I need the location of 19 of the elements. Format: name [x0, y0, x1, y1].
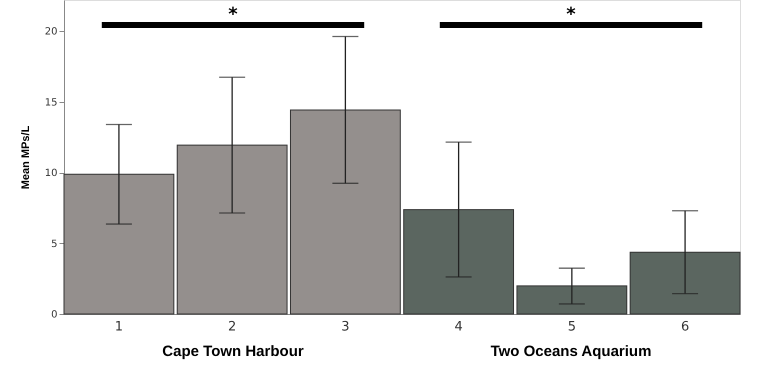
x-tick-label: 5	[568, 320, 576, 334]
x-tick-label: 6	[680, 320, 690, 334]
annotation: *	[228, 4, 238, 25]
y-tick-label: 0	[51, 310, 58, 320]
x-tick-label: 1	[114, 320, 124, 334]
y-tick-label: 20	[44, 26, 58, 38]
y-tick-label: 15	[44, 97, 58, 108]
y-tick-label: 5	[51, 238, 58, 250]
x-tick-label: 3	[341, 320, 350, 334]
bar	[516, 285, 628, 314]
x-tick-label: 4	[454, 320, 463, 334]
x-tick-label: 2	[228, 320, 236, 334]
bar	[630, 252, 740, 314]
y-axis-title: Mean MPs/L	[20, 125, 32, 190]
bar	[403, 209, 514, 314]
text: Cape Town Harbour	[162, 343, 304, 360]
text: Two Oceans Aquarium	[490, 343, 652, 360]
y-tick-label: 10	[44, 168, 58, 180]
annotation: *	[566, 4, 576, 25]
